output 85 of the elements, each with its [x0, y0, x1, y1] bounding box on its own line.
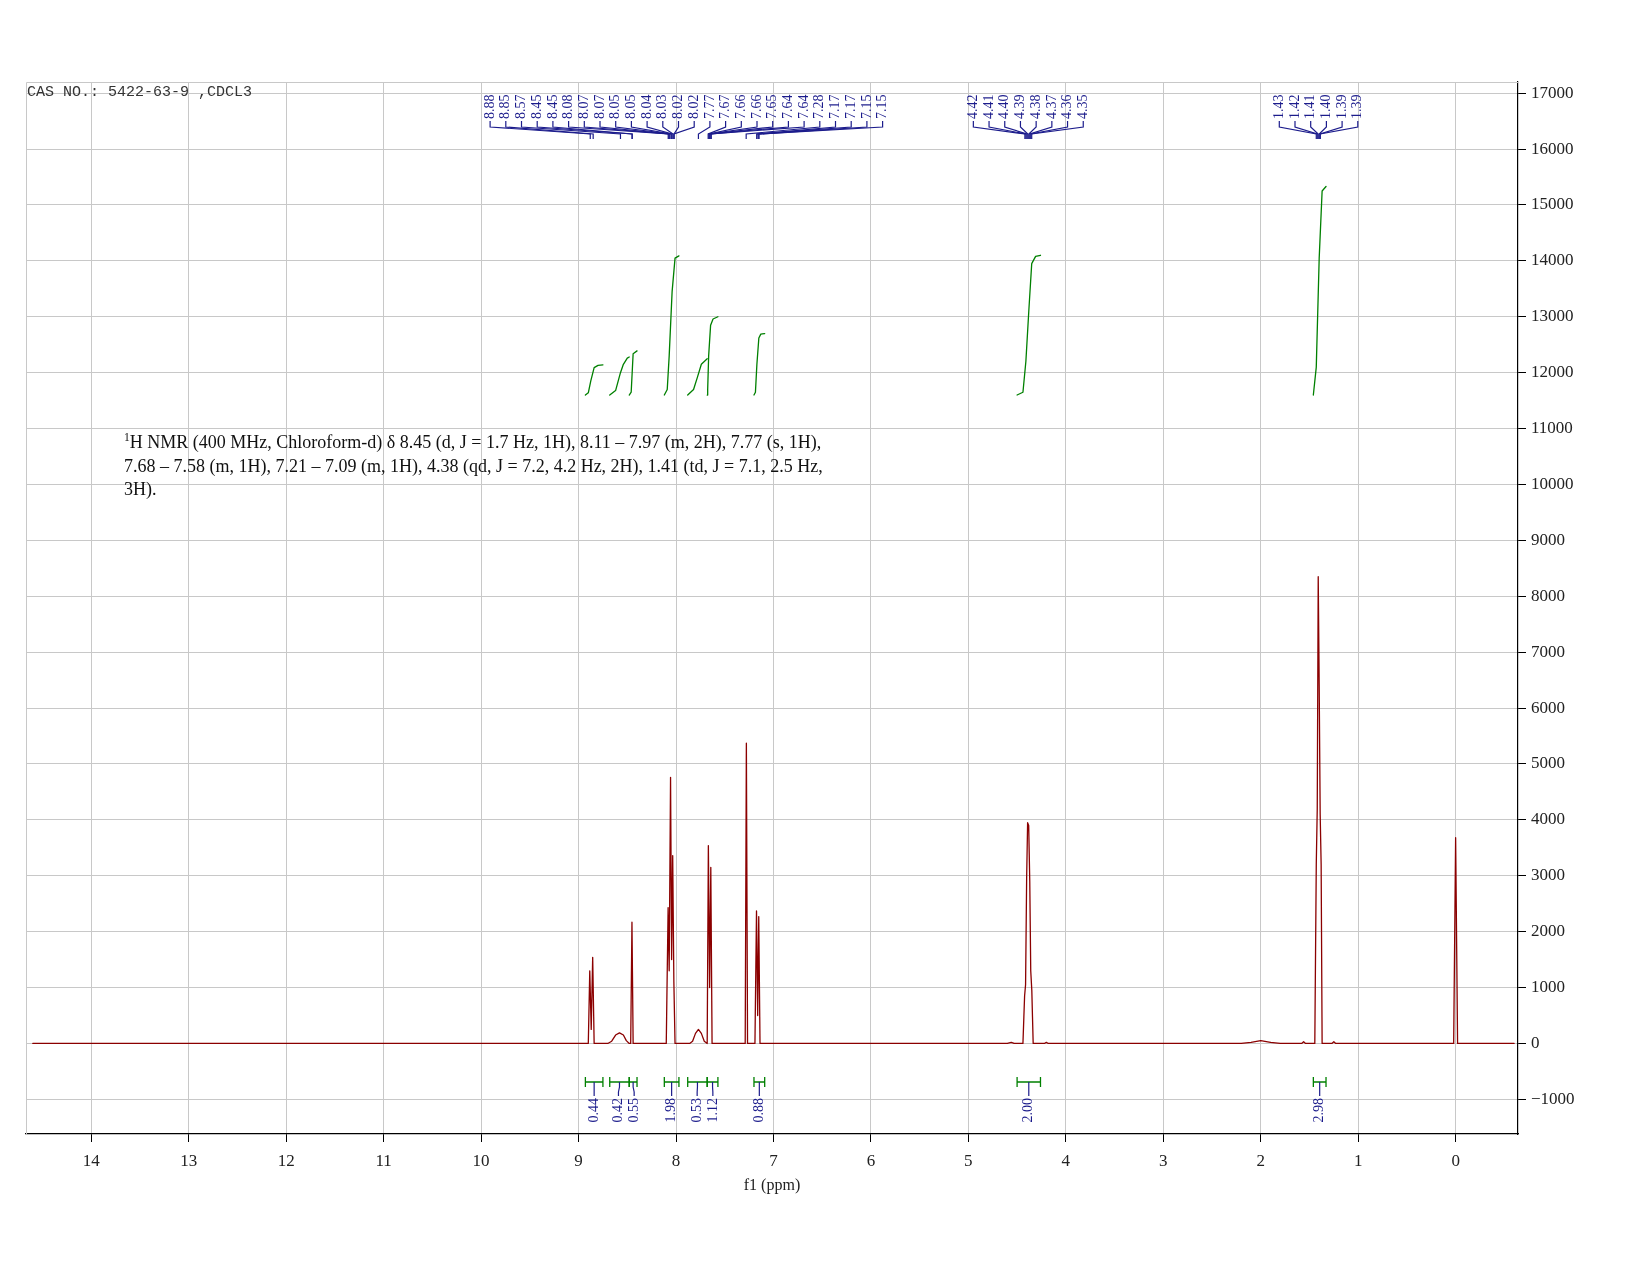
- annotation: 7.17: [827, 94, 843, 119]
- annotation: 1.40: [1318, 94, 1334, 119]
- annotation: 7.77: [701, 94, 717, 119]
- annotation: 7.15: [858, 94, 874, 119]
- y-tick-label: 15000: [1531, 194, 1574, 214]
- annotation: 4.36: [1059, 94, 1075, 119]
- annotation: 7.64: [795, 94, 811, 119]
- x-tick-label: 9: [574, 1150, 583, 1170]
- annotation: 1.43: [1270, 94, 1286, 119]
- annotation: 7.17: [842, 94, 858, 119]
- y-tick-label: 9000: [1531, 529, 1565, 549]
- y-tick-label: 10000: [1531, 473, 1574, 493]
- y-tick-label: 7000: [1531, 641, 1565, 661]
- annotation: 8.05: [623, 94, 639, 119]
- annotation: 8.07: [575, 94, 591, 119]
- annotation: 4.35: [1074, 94, 1090, 119]
- y-tick-label: 17000: [1531, 82, 1574, 102]
- chart-title: CAS NO.: 5422-63-9 ,CDCL3: [27, 84, 253, 102]
- annotation: 0.88: [751, 1098, 766, 1123]
- y-tick-label: 11000: [1531, 418, 1573, 438]
- y-tick-label: −1000: [1531, 1088, 1575, 1108]
- annotation: 8.45: [528, 94, 544, 119]
- annotation: 8.45: [544, 94, 560, 119]
- annotation: 8.08: [560, 94, 576, 119]
- annotation: 1.98: [663, 1098, 679, 1123]
- x-tick-label: 11: [375, 1150, 392, 1170]
- annotation: 0.55: [625, 1098, 641, 1123]
- y-tick-label: 8000: [1531, 585, 1565, 605]
- annotation: 1.39: [1333, 94, 1349, 119]
- x-tick-label: 8: [671, 1150, 681, 1170]
- y-tick-label: 3000: [1531, 865, 1565, 885]
- annotation: 2.98: [1311, 1098, 1327, 1123]
- y-tick-label: 2000: [1531, 921, 1565, 941]
- annotation: 4.38: [1027, 94, 1043, 119]
- annotation: 7.64: [780, 94, 796, 119]
- annotation: 1.39: [1349, 94, 1365, 119]
- annotation: 1.41: [1302, 94, 1318, 119]
- annotation: 8.02: [670, 94, 686, 119]
- x-tick-label: 14: [82, 1150, 101, 1170]
- annotation: 7.65: [764, 94, 780, 119]
- annotation: 4.42: [965, 94, 981, 119]
- x-tick-label: 10: [472, 1150, 490, 1170]
- annotation: 8.04: [638, 94, 654, 119]
- annotation: 7.66: [732, 94, 748, 119]
- x-tick-label: 12: [277, 1150, 295, 1170]
- annotation: 0.44: [585, 1098, 601, 1123]
- y-tick-label: 4000: [1531, 809, 1565, 829]
- annotation: 7.15: [874, 94, 890, 119]
- annotation: 2.00: [1020, 1098, 1036, 1123]
- annotation: 1.42: [1286, 94, 1302, 119]
- annotation: 8.85: [497, 94, 513, 119]
- x-tick-label: 0: [1451, 1150, 1460, 1170]
- annotation: 7.66: [748, 94, 764, 119]
- annotation: 0.42: [610, 1098, 626, 1123]
- y-tick-label: 0: [1531, 1032, 1540, 1052]
- annotation: 8.07: [591, 94, 607, 119]
- x-tick-label: 2: [1256, 1150, 1265, 1170]
- x-tick-label: 1: [1353, 1150, 1363, 1170]
- annotation: 7.28: [811, 94, 827, 119]
- annotation: 0.53: [688, 1098, 704, 1123]
- y-tick-label: 12000: [1531, 362, 1574, 382]
- y-tick-label: 13000: [1531, 306, 1574, 326]
- y-tick-label: 5000: [1531, 753, 1565, 773]
- y-tick-label: 6000: [1531, 697, 1565, 717]
- annotation: 8.02: [685, 94, 701, 119]
- annotation: 8.57: [513, 94, 529, 119]
- x-tick-label: 6: [866, 1150, 876, 1170]
- annotation: 8.88: [481, 94, 497, 119]
- x-tick-label: 3: [1159, 1150, 1168, 1170]
- y-tick-label: 16000: [1531, 138, 1574, 158]
- y-tick-label: 1000: [1531, 977, 1565, 997]
- annotation: 7.67: [717, 94, 733, 119]
- annotation: 1.12: [704, 1098, 720, 1123]
- annotation: 8.05: [607, 94, 623, 119]
- x-tick-label: 4: [1061, 1150, 1071, 1170]
- annotation: 4.41: [980, 94, 996, 119]
- annotation: 8.03: [654, 94, 670, 119]
- x-axis-title: f1 (ppm): [743, 1175, 801, 1194]
- x-tick-label: 7: [769, 1150, 779, 1170]
- x-tick-label: 13: [180, 1150, 198, 1170]
- x-tick-label: 5: [964, 1150, 973, 1170]
- annotation: 4.37: [1043, 94, 1059, 119]
- annotation: 4.40: [996, 94, 1012, 119]
- annotation: 4.39: [1012, 94, 1028, 119]
- y-tick-label: 14000: [1531, 250, 1574, 270]
